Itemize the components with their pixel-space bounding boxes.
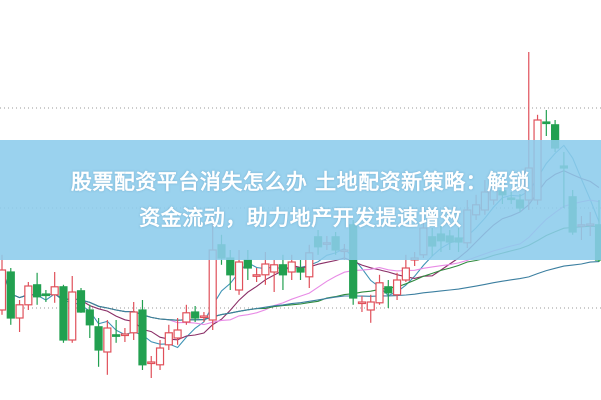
candle-body bbox=[384, 286, 393, 294]
candle-body bbox=[199, 315, 209, 319]
candle-body bbox=[6, 271, 15, 319]
candle-body bbox=[357, 301, 367, 305]
candle-body bbox=[112, 334, 121, 337]
candle-body bbox=[164, 332, 173, 346]
candle-body bbox=[147, 361, 156, 365]
candle-body bbox=[41, 293, 50, 297]
candle-body bbox=[234, 261, 244, 291]
candle-body bbox=[261, 263, 270, 276]
ma-line-60 bbox=[1, 261, 600, 321]
candle-body bbox=[0, 269, 7, 311]
candle-body bbox=[15, 304, 24, 319]
candle-body bbox=[226, 257, 235, 276]
title-line-1: 股票配资平台消失怎么办 土地配资新策略：解锁 bbox=[70, 170, 531, 194]
candle-body bbox=[24, 285, 33, 306]
candle-body bbox=[85, 309, 94, 326]
candle-body bbox=[173, 329, 182, 339]
candle-body bbox=[182, 312, 191, 323]
candle-body bbox=[296, 267, 305, 273]
candle-body bbox=[120, 333, 130, 337]
candle-body bbox=[76, 290, 86, 313]
candle-body bbox=[208, 249, 217, 321]
candle-body bbox=[33, 284, 42, 298]
candle-body bbox=[103, 327, 112, 353]
candle-body bbox=[375, 282, 384, 304]
candle-body bbox=[129, 311, 138, 334]
candle-body bbox=[94, 326, 103, 351]
candle-body bbox=[270, 264, 279, 273]
candle-body bbox=[155, 347, 165, 366]
title-line-2: 资金流动，助力地产开发提速增效 bbox=[139, 206, 462, 230]
candle-body bbox=[138, 309, 147, 366]
candle-body bbox=[191, 311, 200, 319]
candle-body bbox=[542, 121, 551, 125]
candle-body bbox=[252, 274, 261, 277]
candle-body bbox=[366, 301, 375, 311]
candle-body bbox=[278, 264, 288, 276]
candle-body bbox=[392, 279, 402, 296]
candle-body bbox=[243, 259, 252, 269]
title-banner: 股票配资平台消失怎么办 土地配资新策略：解锁 资金流动，助力地产开发提速增效 bbox=[0, 140, 601, 260]
candle-body bbox=[287, 261, 296, 273]
candle-body bbox=[401, 267, 410, 281]
candle-body bbox=[59, 286, 68, 341]
candle-body bbox=[68, 291, 77, 341]
candle-body bbox=[50, 286, 59, 296]
